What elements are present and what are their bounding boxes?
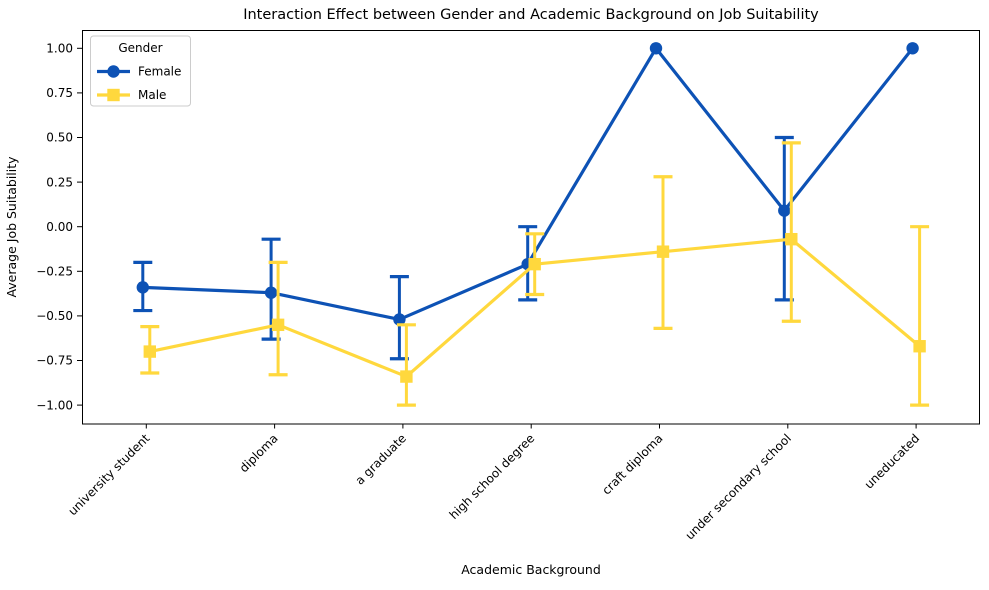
male-marker-square — [271, 318, 285, 332]
legend-box — [90, 35, 191, 107]
x-tick-label-craft-diploma: craft diploma — [599, 431, 665, 497]
female-marker-circle — [649, 42, 663, 55]
legend: Gender Female Male — [90, 35, 191, 107]
y-tick-label: 1.00 — [46, 42, 73, 56]
y-tick-label: −0.50 — [36, 309, 73, 323]
male-marker-square — [143, 345, 156, 358]
legend-marker-male — [107, 88, 120, 102]
chart-title: Interaction Effect between Gender and Ac… — [243, 7, 819, 23]
female-marker-circle — [264, 286, 278, 299]
x-axis-label: Academic Background — [461, 562, 601, 577]
male-marker-square — [656, 245, 670, 258]
y-tick-label: −1.00 — [36, 398, 73, 412]
male-marker-square — [913, 340, 926, 353]
y-axis-label: Average Job Suitability — [4, 156, 19, 298]
x-tick-label-high-school-degree: high school degree — [447, 431, 538, 522]
female-marker-circle — [906, 42, 919, 55]
female-marker-circle — [778, 204, 791, 217]
plot-area: 1.00 0.75 0.50 0.25 0.00 −0.25 −0.50 −0.75 −1.00… — [36, 30, 980, 543]
legend-label-female: Female — [138, 65, 181, 79]
x-tick-label-under-secondary-school: under secondary school — [683, 431, 794, 542]
legend-label-male: Male — [138, 88, 166, 102]
female-marker-circle — [136, 281, 149, 294]
male-marker-square — [400, 370, 413, 383]
x-tick-label-uneducated: uneducated — [862, 431, 922, 491]
series-female — [133, 42, 919, 361]
y-tick-label: −0.25 — [36, 265, 73, 279]
male-marker-square — [785, 232, 798, 246]
y-tick-label: 0.50 — [46, 131, 73, 145]
y-tick-label: 0.00 — [46, 220, 73, 234]
female-marker-circle — [393, 313, 406, 326]
y-tick-label: 0.75 — [46, 86, 73, 100]
male-marker-square — [528, 257, 541, 271]
series-male — [140, 141, 930, 407]
x-tick-label-a-graduate: a graduate — [353, 431, 409, 487]
x-tick-label-diploma: diploma — [237, 431, 281, 475]
y-tick-label: 0.25 — [46, 175, 73, 189]
legend-title: Gender — [118, 41, 162, 55]
legend-marker-female — [107, 65, 120, 78]
x-tick-label-university-student: university student — [65, 431, 152, 518]
y-tick-label: −0.75 — [36, 354, 73, 368]
